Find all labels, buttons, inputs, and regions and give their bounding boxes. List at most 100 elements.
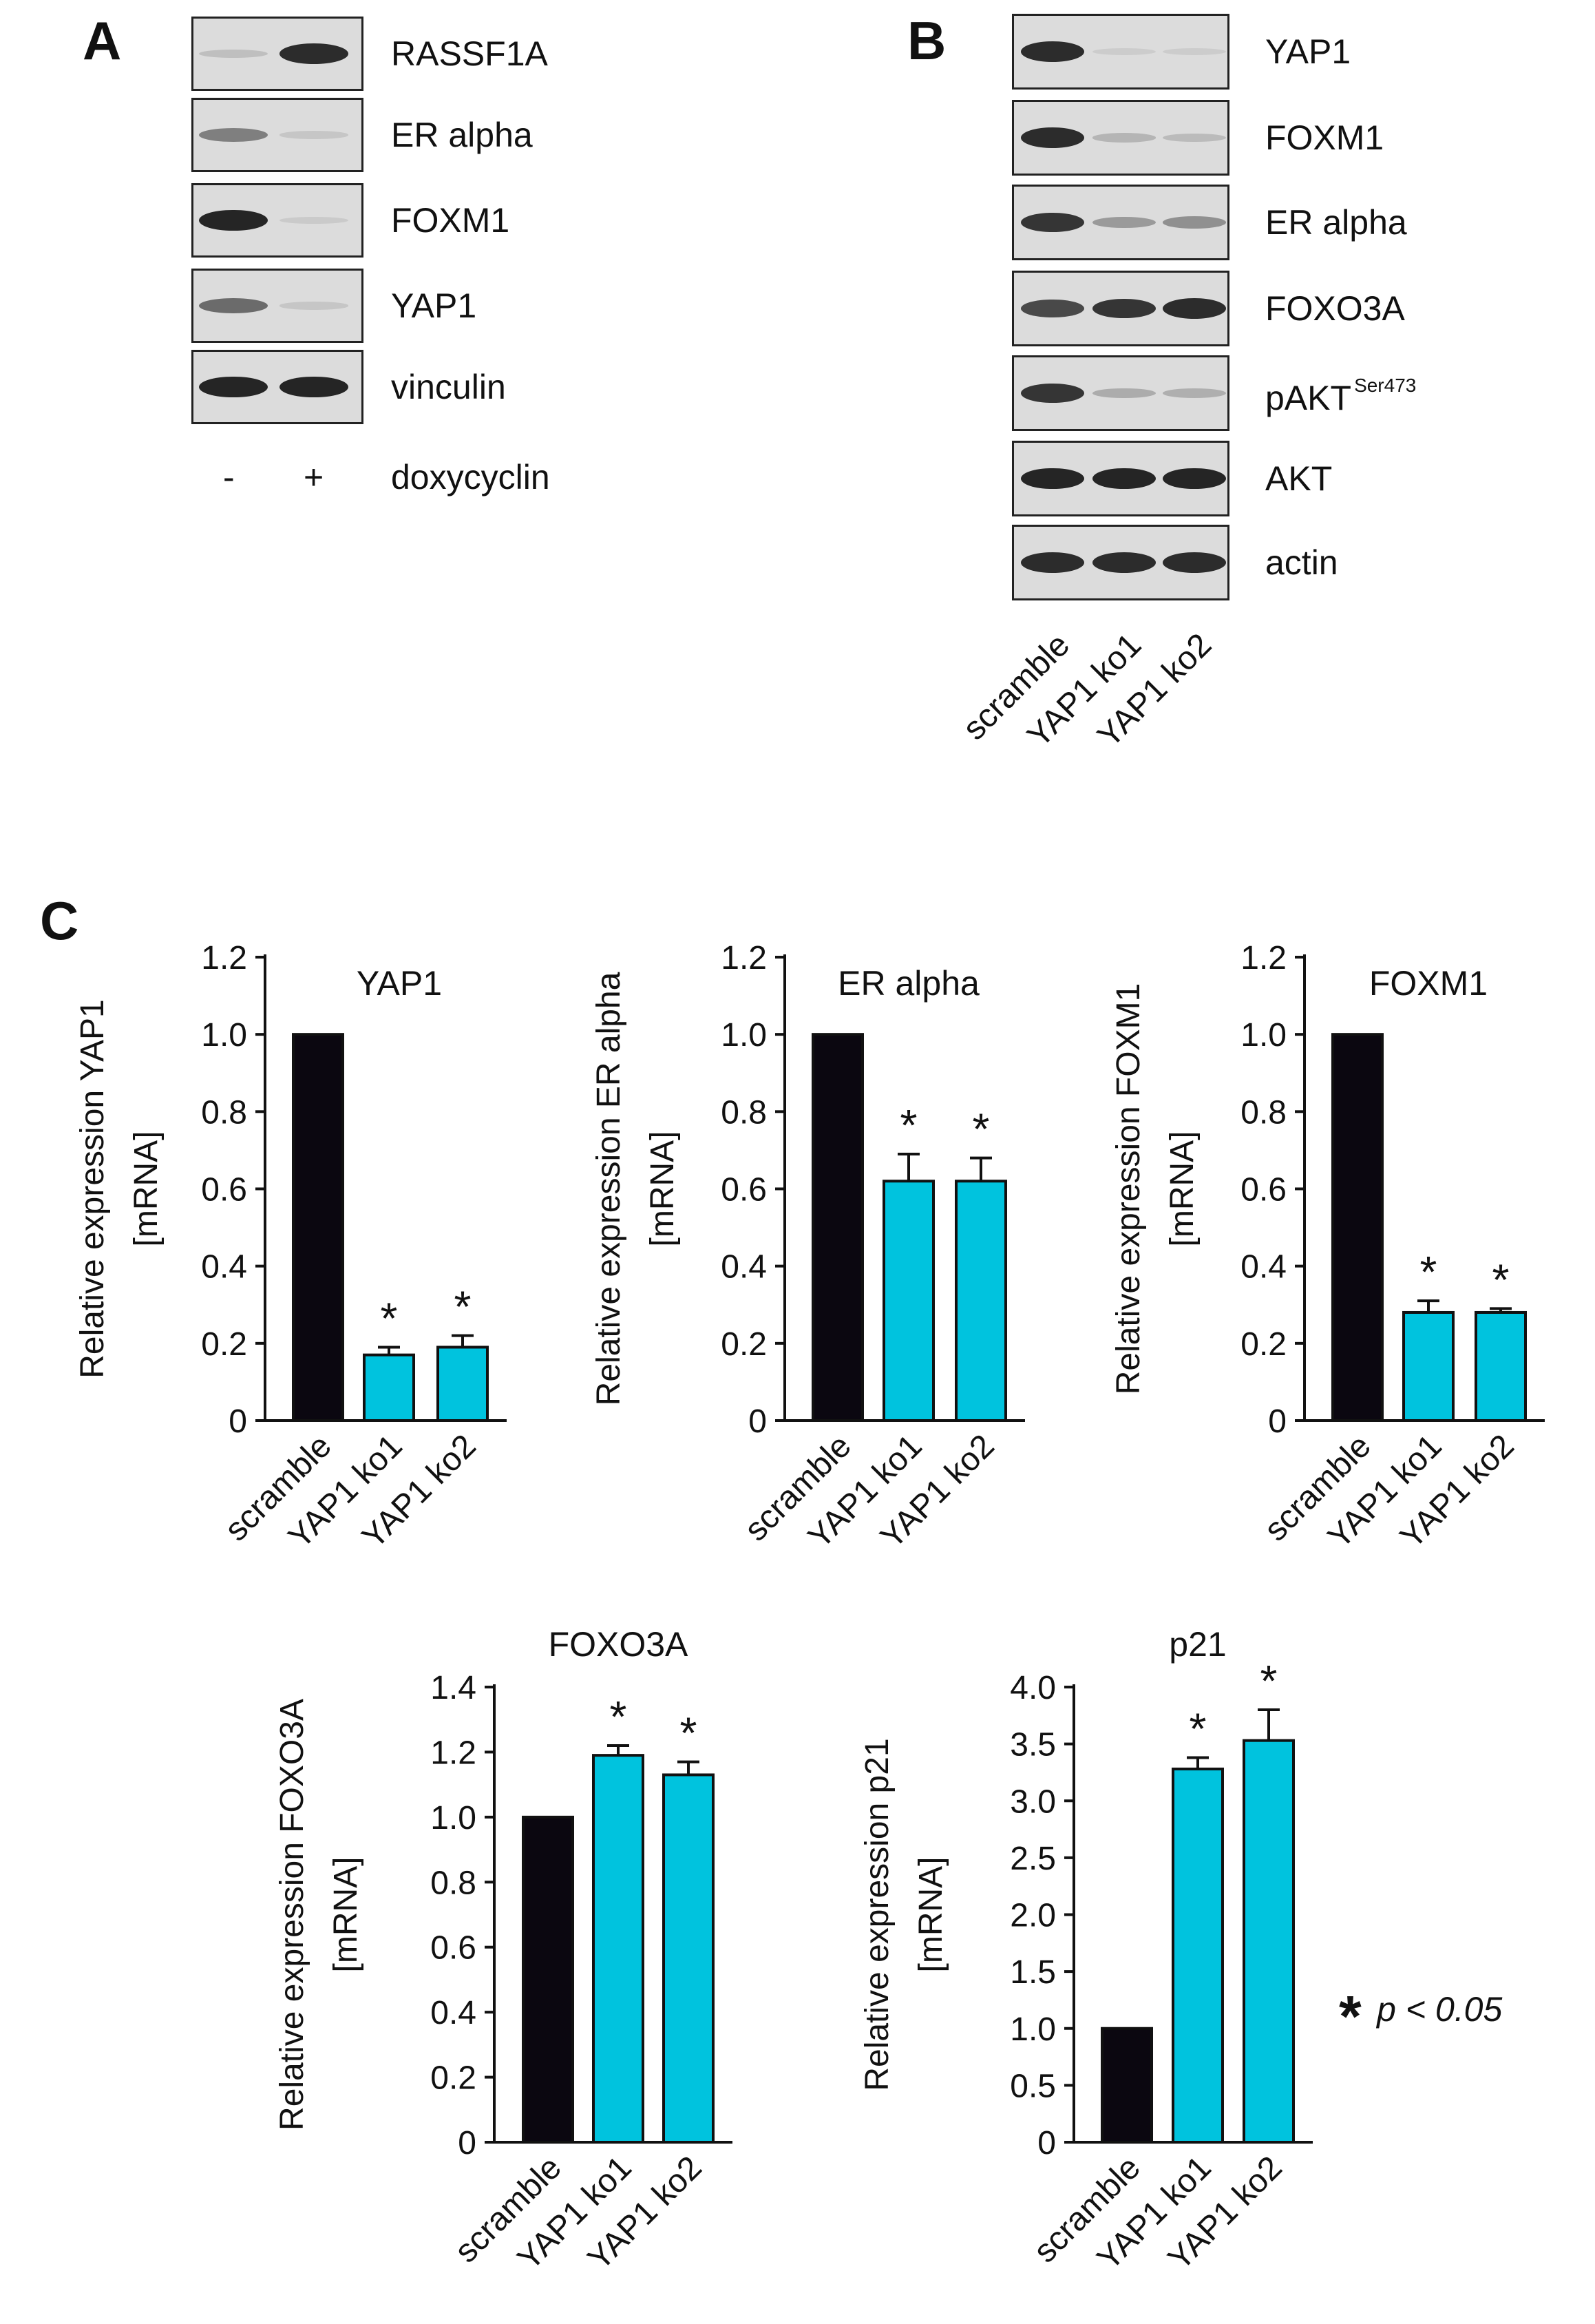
y-tick-label: 0.8 — [721, 1094, 767, 1131]
y-tick-label: 0.8 — [201, 1094, 247, 1131]
panel-b-blot-label: FOXM1 — [1265, 118, 1384, 157]
y-axis-label: Relative expression YAP1 — [74, 999, 111, 1379]
significance-marker: * — [1260, 1656, 1278, 1706]
panel-a-blot-label: vinculin — [391, 368, 506, 406]
y-axis-label-unit: [mRNA] — [1164, 1131, 1201, 1247]
bar-yap1-ko1 — [1402, 1310, 1455, 1423]
panel-b-blot — [1012, 441, 1229, 516]
y-axis-label: Relative expression p21 — [859, 1738, 896, 2091]
panel-a-band — [279, 216, 348, 224]
chart-title: p21 — [1169, 1625, 1226, 1664]
significance-marker: * — [610, 1692, 627, 1741]
significance-marker: * — [1420, 1247, 1437, 1297]
y-axis-label: Relative expression FOXO3A — [274, 1699, 310, 2131]
panel-b-blot — [1012, 185, 1229, 260]
y-tick-label: 3.5 — [1010, 1727, 1056, 1763]
chart-title: FOXM1 — [1369, 964, 1488, 1003]
y-axis-label-unit: [mRNA] — [913, 1857, 949, 1973]
significance-marker: * — [1492, 1255, 1510, 1304]
panel-b-blot-label: ER alpha — [1265, 203, 1407, 242]
y-axis-label-unit: [mRNA] — [328, 1857, 364, 1973]
bar-yap1-ko1 — [1172, 1767, 1224, 2144]
panel-b-blot-label: actin — [1265, 543, 1338, 582]
bar-scramble — [522, 1815, 574, 2144]
panel-a-blot-label: ER alpha — [391, 116, 533, 154]
panel-a-band — [199, 297, 268, 314]
significance-marker: * — [680, 1708, 697, 1758]
significance-marker: * — [900, 1100, 918, 1150]
y-tick-label: 0.8 — [1240, 1094, 1287, 1131]
significance-marker: * — [381, 1293, 398, 1343]
y-tick-label: 1.0 — [721, 1017, 767, 1054]
y-axis-label: Relative expression FOXM1 — [1110, 983, 1147, 1395]
panel-a-band — [279, 43, 348, 64]
significance-marker: * — [1190, 1704, 1207, 1753]
y-tick-label: 1.0 — [1010, 2011, 1056, 2048]
panel-a-band — [199, 209, 268, 231]
panel-b-band — [1163, 216, 1226, 229]
bar-yap1-ko1 — [883, 1180, 935, 1422]
panel-a-blot-label: RASSF1A — [391, 34, 548, 73]
panel-b-blot-label: AKT — [1265, 459, 1333, 498]
y-tick-label: 0 — [748, 1403, 767, 1440]
bar-yap1-ko2 — [436, 1346, 489, 1422]
bar-scramble — [292, 1033, 344, 1422]
panel-a-blot — [191, 269, 363, 343]
panel-b-blot-label: YAP1 — [1265, 32, 1351, 71]
y-tick-label: 0.5 — [1010, 2068, 1056, 2104]
y-tick-label: 1.0 — [201, 1017, 247, 1054]
y-tick-label: 0.4 — [201, 1249, 247, 1286]
y-tick-label: 2.0 — [1010, 1898, 1056, 1934]
significance-star: * — [1339, 1984, 1362, 2049]
significance-marker: * — [973, 1105, 990, 1154]
y-tick-label: 0 — [1037, 2125, 1056, 2161]
panel-b-band — [1021, 383, 1084, 404]
chart-title: ER alpha — [838, 964, 980, 1003]
panel-a-blot-label: YAP1 — [391, 286, 477, 325]
panel-b-band — [1092, 468, 1156, 490]
y-tick-label: 0.6 — [201, 1172, 247, 1208]
panel-b-band — [1021, 552, 1084, 573]
panel-b-band — [1092, 216, 1156, 229]
panel-b-band — [1092, 298, 1156, 319]
y-tick-label: 3.0 — [1010, 1783, 1056, 1820]
y-tick-label: 1.2 — [1240, 940, 1287, 976]
panel-b-band — [1092, 133, 1156, 143]
y-tick-label: 1.4 — [430, 1670, 476, 1706]
panel-a-band — [279, 302, 348, 310]
panel-b-band — [1021, 127, 1084, 148]
panel-b-band — [1021, 299, 1084, 318]
y-tick-label: 0 — [458, 2125, 476, 2161]
panel-a-band — [279, 376, 348, 398]
panel-b-band — [1163, 388, 1226, 398]
y-tick-label: 1.2 — [430, 1735, 476, 1771]
bar-yap1-ko2 — [1243, 1739, 1295, 2144]
bar-yap1-ko2 — [662, 1773, 715, 2144]
panel-b-blot — [1012, 14, 1229, 90]
panel-b-band — [1163, 48, 1226, 56]
panel-a-blot — [191, 183, 363, 258]
significance-marker: * — [454, 1282, 472, 1332]
panel-b-blot-label: pAKT Ser473 — [1265, 375, 1417, 417]
y-tick-label: 0.6 — [721, 1172, 767, 1208]
panel-b-band — [1163, 298, 1226, 319]
chart-title: YAP1 — [357, 964, 442, 1003]
y-tick-label: 0 — [1268, 1403, 1287, 1440]
panel-b-band — [1163, 552, 1226, 573]
significance-legend: * p < 0.05 — [1339, 1983, 1502, 2050]
y-tick-label: 0.6 — [430, 1930, 476, 1967]
y-tick-label: 2.5 — [1010, 1841, 1056, 1877]
panel-c-letter: C — [40, 890, 79, 951]
panel-b-band — [1163, 133, 1226, 143]
y-tick-label: 1.2 — [721, 940, 767, 976]
chart-title: FOXO3A — [549, 1625, 688, 1664]
bar-yap1-ko1 — [363, 1353, 415, 1422]
panel-b-blot — [1012, 355, 1229, 431]
panel-b-band — [1092, 388, 1156, 399]
panel-b-blot-label: FOXO3A — [1265, 289, 1405, 328]
y-tick-label: 1.2 — [201, 940, 247, 976]
panel-a-blot-label: FOXM1 — [391, 201, 510, 240]
panel-a-blot — [191, 17, 363, 91]
panel-b-letter: B — [907, 10, 947, 71]
